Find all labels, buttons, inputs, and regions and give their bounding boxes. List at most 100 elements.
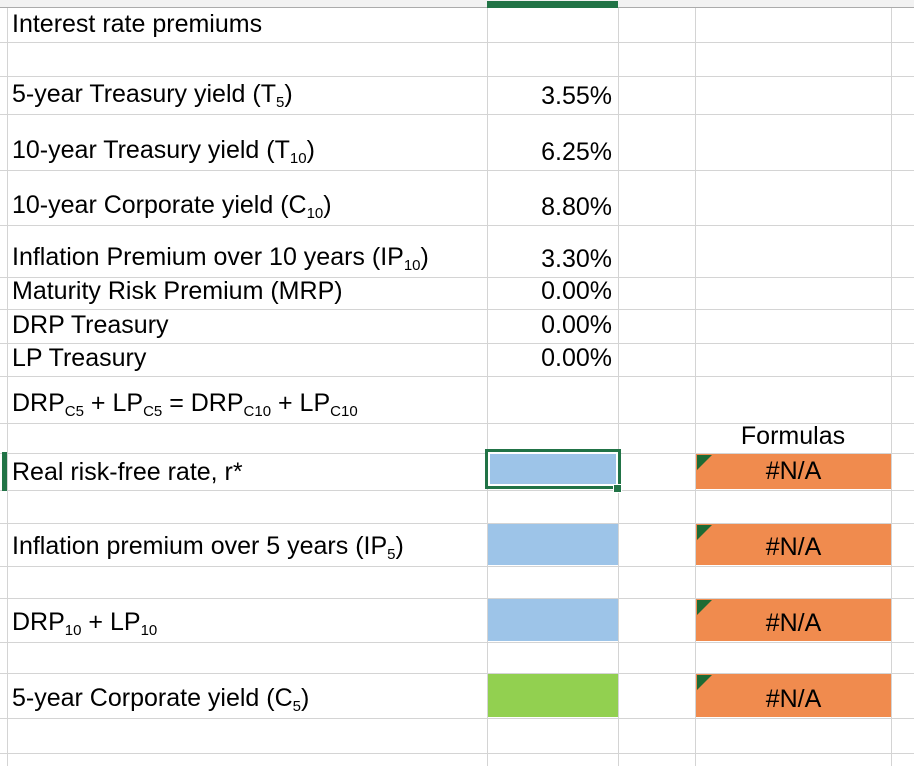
label-subscript: C10 — [330, 403, 358, 420]
formula-error-text: #N/A — [765, 609, 822, 637]
label-text: 10-year Corporate yield (C — [12, 191, 307, 219]
cell-value-t5[interactable]: 3.55% — [541, 82, 612, 110]
label-text: ) — [284, 80, 293, 108]
label-text: = DRP — [162, 389, 244, 417]
label-text: Real risk-free rate, r* — [12, 458, 243, 486]
cell-value-drp-treasury[interactable]: 0.00% — [541, 311, 612, 339]
formulas-column-header[interactable]: Formulas — [740, 422, 846, 450]
gridline-horizontal — [0, 753, 914, 754]
label-text: ) — [395, 532, 404, 560]
label-text: DRP — [12, 389, 65, 417]
label-text: 5-year Corporate yield (C — [12, 684, 293, 712]
label-text: 5-year Treasury yield (T — [12, 80, 276, 108]
cell-label-lp-treasury[interactable]: LP Treasury — [7, 343, 487, 376]
cell-label-t5[interactable]: 5-year Treasury yield (T5) — [7, 76, 487, 114]
cell-value-t10[interactable]: 6.25% — [541, 138, 612, 166]
cell-label-c10[interactable]: 10-year Corporate yield (C10) — [7, 170, 487, 225]
selected-column-indicator — [487, 1, 618, 8]
label-text: 10-year Treasury yield (T — [12, 136, 290, 164]
label-text: ) — [306, 136, 315, 164]
gridline-horizontal — [0, 490, 914, 491]
label-subscript: 10 — [403, 257, 421, 274]
label-text: ) — [323, 191, 332, 219]
label-text: + LP — [83, 389, 144, 417]
cell-formula-c5[interactable]: #N/A — [696, 674, 891, 717]
gridline-horizontal — [0, 423, 914, 424]
label-text: ) — [301, 684, 310, 712]
gridline-horizontal — [0, 376, 914, 377]
gridline-horizontal — [0, 170, 914, 171]
label-text: DRP Treasury — [12, 311, 169, 339]
selected-cell-fill — [490, 454, 616, 484]
cell-value-c10[interactable]: 8.80% — [541, 193, 612, 221]
gridline-vertical — [618, 8, 619, 766]
gridline-vertical — [7, 8, 8, 766]
label-subscript: C5 — [64, 403, 84, 420]
cell-label-drp-treasury[interactable]: DRP Treasury — [7, 309, 487, 343]
cell-fill-c5[interactable] — [488, 674, 618, 717]
gridline-horizontal — [0, 642, 914, 643]
formula-error-text: #N/A — [765, 685, 822, 713]
label-subscript: C10 — [243, 403, 272, 420]
cell-label-rrf[interactable]: Real risk-free rate, r* — [7, 453, 487, 490]
gridline-horizontal — [0, 309, 914, 310]
label-text: Interest rate premiums — [12, 10, 263, 38]
fill-handle[interactable] — [613, 484, 622, 493]
gridline-horizontal — [0, 673, 914, 674]
label-text: ) — [420, 243, 429, 271]
cell-label-mrp[interactable]: Maturity Risk Premium (MRP) — [7, 277, 487, 309]
cell-label-c5[interactable]: 5-year Corporate yield (C5) — [7, 673, 487, 718]
gridline-horizontal — [0, 523, 914, 524]
cell-label-equation[interactable]: DRPC5 + LPC5 = DRPC10 + LPC10 — [7, 376, 487, 423]
selected-row-indicator — [2, 452, 7, 491]
label-text: DRP — [12, 608, 65, 636]
cell-fill-drp10[interactable] — [488, 599, 618, 641]
label-text: + LP — [271, 389, 331, 417]
label-text: LP Treasury — [12, 344, 147, 372]
gridline-vertical — [695, 8, 696, 766]
error-triangle-icon — [697, 455, 712, 470]
label-subscript: 5 — [292, 698, 302, 715]
column-header-strip — [0, 0, 914, 8]
label-text: Maturity Risk Premium (MRP) — [12, 277, 343, 305]
cell-formula-drp10[interactable]: #N/A — [696, 599, 891, 641]
cell-formula-ip5[interactable]: #N/A — [696, 524, 891, 565]
cell-label-t10[interactable]: 10-year Treasury yield (T10) — [7, 114, 487, 170]
gridline-horizontal — [0, 718, 914, 719]
cell-label-drp10[interactable]: DRP10 + LP10 — [7, 598, 487, 642]
cell-fill-ip5[interactable] — [488, 524, 618, 565]
cell-label-title[interactable]: Interest rate premiums — [7, 8, 487, 42]
gridline-vertical — [487, 8, 488, 766]
formula-error-text: #N/A — [765, 533, 822, 561]
cell-value-mrp[interactable]: 0.00% — [541, 277, 612, 305]
gridline-horizontal — [0, 225, 914, 226]
label-subscript: 5 — [387, 546, 396, 563]
error-triangle-icon — [697, 600, 712, 615]
error-triangle-icon — [697, 525, 712, 540]
label-text: Inflation premium over 5 years (IP — [12, 532, 388, 560]
label-text: Inflation Premium over 10 years (IP — [12, 243, 404, 271]
gridline-horizontal — [0, 598, 914, 599]
error-triangle-icon — [697, 675, 712, 690]
gridline-horizontal — [0, 566, 914, 567]
cell-label-ip10[interactable]: Inflation Premium over 10 years (IP10) — [7, 225, 487, 277]
cell-formula-rrf[interactable]: #N/A — [696, 454, 891, 489]
cell-label-ip5[interactable]: Inflation premium over 5 years (IP5) — [7, 523, 487, 566]
label-text: + LP — [81, 608, 141, 636]
selected-cell[interactable] — [485, 449, 621, 489]
label-subscript: C5 — [143, 403, 163, 420]
label-subscript: 5 — [275, 94, 285, 111]
label-subscript: 10 — [140, 622, 158, 639]
label-subscript: 10 — [306, 205, 324, 222]
gridline-horizontal — [0, 42, 914, 43]
formula-error-text: #N/A — [765, 457, 822, 485]
gridline-horizontal — [0, 114, 914, 115]
cell-value-ip10[interactable]: 3.30% — [541, 245, 612, 273]
cell-value-lp-treasury[interactable]: 0.00% — [541, 344, 612, 372]
gridline-horizontal — [0, 76, 914, 77]
label-subscript: 10 — [64, 622, 82, 639]
gridline-horizontal — [0, 343, 914, 344]
gridline-horizontal — [0, 453, 914, 454]
label-subscript: 10 — [289, 150, 307, 167]
